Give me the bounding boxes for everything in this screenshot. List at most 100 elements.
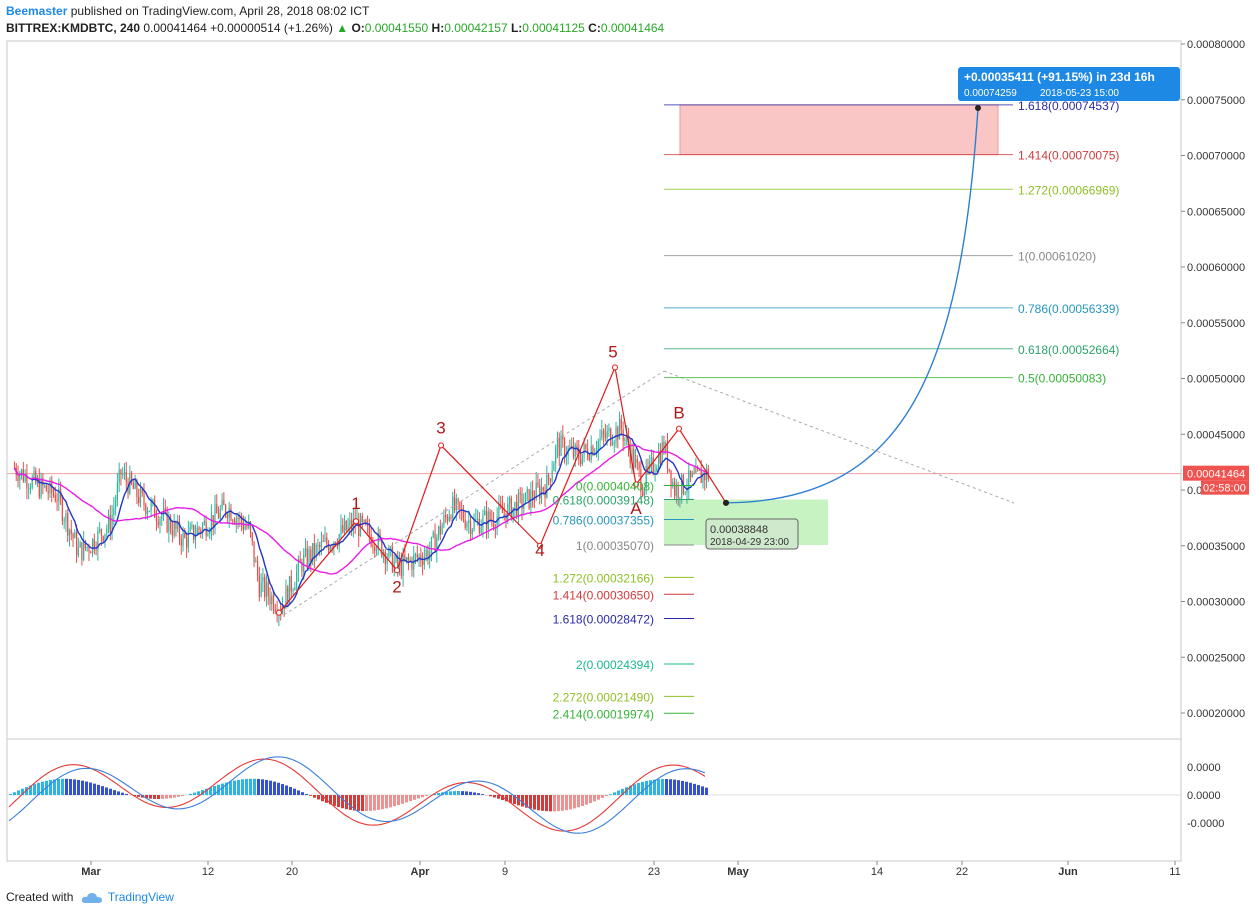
candle-body (175, 521, 177, 529)
tradingview-link[interactable]: TradingView (107, 890, 174, 904)
oscillator-bar (189, 793, 192, 795)
candle-body (264, 577, 266, 598)
oscillator-bar (377, 795, 380, 810)
fib-upper-label: 1.618(0.00074537) (1018, 99, 1119, 113)
price-axis-label: 0.00025000 (1187, 652, 1245, 664)
candle-body (189, 527, 191, 532)
oscillator-bar (233, 780, 236, 795)
candle-body (657, 452, 660, 468)
price-axis-label: 0.00075000 (1187, 95, 1245, 107)
candle-body (340, 525, 342, 535)
oscillator-bar (649, 780, 652, 795)
candle-body (675, 485, 677, 497)
candle-body (391, 547, 394, 572)
candle-body (448, 516, 450, 521)
price-axis-label: 0.00030000 (1187, 597, 1245, 609)
candle-body (232, 520, 234, 522)
time-axis-label: May (727, 866, 749, 878)
time-axis-label: 22 (956, 866, 968, 878)
oscillator-bar (121, 792, 124, 795)
candle-body (79, 542, 81, 548)
oscillator-bar (641, 781, 644, 795)
candle-body (517, 493, 520, 517)
candle-body (420, 555, 422, 562)
oscillator-bar (677, 780, 680, 795)
candle-body (42, 477, 44, 486)
candle-body (154, 499, 156, 518)
oscillator-bar (425, 795, 428, 797)
elliott-wave: 1 2 3 4 5 A B (276, 342, 729, 616)
oscillator-bar (165, 795, 168, 799)
last-price-value: 0.00041464 (143, 21, 207, 35)
candle-body (638, 463, 640, 470)
oscillator-bar (353, 795, 356, 811)
candle-body (652, 457, 654, 473)
candle-body (673, 482, 676, 497)
candle-body (205, 520, 207, 536)
fib-lower-label: 0.618(0.00039148) (553, 493, 654, 507)
candle-body (191, 525, 193, 528)
price-axis-label: 0.00035000 (1187, 541, 1245, 553)
candle-body (640, 469, 642, 492)
publish-info: Beemaster published on TradingView.com, … (6, 4, 369, 18)
candle-body (526, 489, 528, 493)
candle-body (496, 516, 498, 529)
candle-body (523, 503, 525, 510)
candle-body (40, 477, 42, 497)
fib-extension-lower: 0(0.00040408)0.618(0.00039148) 0.786(0.00… (553, 479, 694, 721)
candle-body (560, 435, 562, 457)
candle-body (345, 520, 347, 531)
candle-body (335, 542, 337, 546)
candle-body (122, 474, 124, 476)
oscillator-bar (637, 782, 640, 795)
candle-body (636, 459, 638, 464)
oscillator-bar (277, 782, 280, 795)
oscillator-bar (341, 795, 344, 809)
symbol-label[interactable]: BITTREX:KMDBTC, 240 (6, 21, 141, 35)
open-label: O: (351, 21, 365, 35)
open-value: 0.00041550 (364, 21, 429, 35)
oscillator-bar (565, 795, 568, 811)
candle-body (475, 519, 477, 521)
oscillator-bar (261, 779, 264, 795)
candle-body (606, 431, 608, 438)
candle-body (666, 442, 669, 469)
candle-body (482, 514, 484, 528)
candle-body (253, 541, 255, 563)
candle-body (583, 444, 585, 455)
oscillator-bar (253, 778, 256, 795)
candle-body (624, 438, 626, 441)
candle-body (33, 471, 35, 478)
candle-body (634, 459, 637, 468)
oscillator-bar (101, 786, 104, 795)
candle-body (233, 521, 236, 524)
time-axis: Mar 12 20 Apr 9 23 May 14 22 Jun 11 (81, 861, 1181, 878)
candle-body (551, 471, 553, 482)
candle-body (668, 468, 670, 471)
candle-body (480, 527, 482, 534)
time-axis-label: 12 (202, 866, 214, 878)
author-link[interactable]: Beemaster (6, 4, 68, 18)
candle-body (29, 487, 32, 489)
oscillator-bar (529, 795, 532, 809)
candle-body (184, 532, 186, 538)
oscillator-bar (57, 779, 60, 795)
candle-body (249, 522, 252, 533)
candle-body (118, 469, 120, 483)
candle-body (319, 544, 321, 548)
candle-body (230, 507, 232, 521)
candle-body (150, 502, 152, 511)
oscillator-bar (61, 778, 64, 795)
oscillator-bar (329, 795, 332, 805)
candle-body (374, 546, 376, 551)
candle-body (171, 530, 174, 536)
candle-body (684, 493, 686, 495)
candle-body (99, 529, 101, 531)
candle-body (107, 515, 110, 529)
candle-body (594, 451, 596, 456)
candle-body (331, 547, 333, 549)
candle-body (441, 525, 443, 535)
candle-body (665, 442, 667, 452)
candle-body (240, 515, 243, 523)
